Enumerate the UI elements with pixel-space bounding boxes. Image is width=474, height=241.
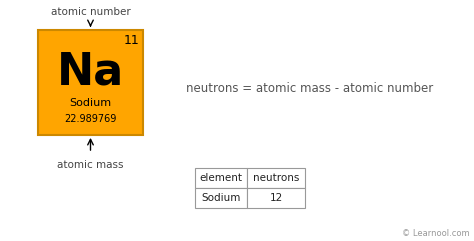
Text: neutrons = atomic mass - atomic number: neutrons = atomic mass - atomic number bbox=[186, 81, 434, 94]
Text: atomic mass: atomic mass bbox=[57, 160, 124, 170]
Text: atomic number: atomic number bbox=[51, 7, 130, 17]
Text: 11: 11 bbox=[123, 34, 139, 47]
Text: 12: 12 bbox=[269, 193, 283, 203]
Bar bbox=[38, 30, 143, 135]
Bar bbox=[247, 188, 305, 208]
Text: Sodium: Sodium bbox=[69, 99, 111, 108]
Bar bbox=[247, 168, 305, 188]
Text: element: element bbox=[200, 173, 243, 183]
Text: neutrons: neutrons bbox=[253, 173, 299, 183]
Bar bbox=[195, 188, 247, 208]
Text: Na: Na bbox=[57, 51, 124, 94]
Text: © Learnool.com: © Learnool.com bbox=[402, 229, 470, 238]
Text: Sodium: Sodium bbox=[201, 193, 241, 203]
Bar bbox=[195, 168, 247, 188]
Text: 22.989769: 22.989769 bbox=[64, 114, 117, 124]
